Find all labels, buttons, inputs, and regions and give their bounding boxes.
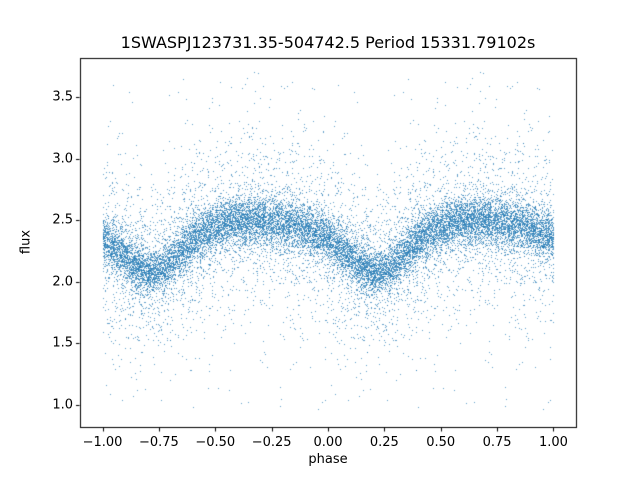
- x-tick-label: −0.75: [138, 435, 179, 450]
- x-tick-label: −0.25: [251, 435, 292, 450]
- y-tick-label: 1.5: [52, 335, 73, 351]
- x-tick-label: 0.00: [313, 435, 343, 450]
- y-axis-label: flux: [18, 229, 34, 255]
- x-tick-label: 1.00: [538, 435, 568, 450]
- x-tick-label: 0.75: [482, 435, 512, 450]
- x-tick-label: −0.50: [195, 435, 236, 450]
- x-tick-label: 0.50: [426, 435, 456, 450]
- y-tick-label: 2.0: [52, 274, 73, 290]
- x-axis-label: phase: [308, 452, 348, 467]
- chart-title: 1SWASPJ123731.35-504742.5 Period 15331.7…: [120, 33, 536, 52]
- x-tick-label: −1.00: [82, 435, 123, 450]
- x-tick-label: 0.25: [369, 435, 399, 450]
- y-tick-label: 3.5: [52, 89, 73, 105]
- y-tick-label: 2.5: [52, 212, 73, 228]
- y-tick-label: 3.0: [52, 151, 73, 167]
- y-tick-label: 1.0: [52, 397, 73, 413]
